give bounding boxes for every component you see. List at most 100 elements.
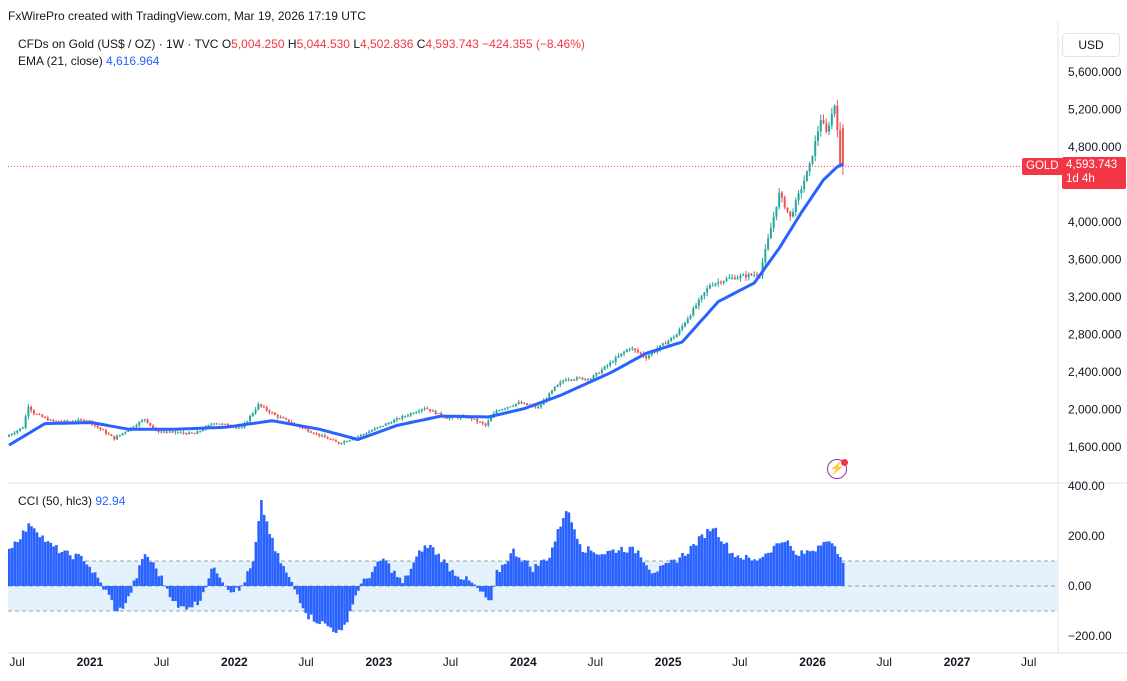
- cci-bar: [437, 553, 441, 586]
- cci-bar: [634, 553, 637, 586]
- candle-body: [805, 171, 808, 181]
- candle-body: [19, 428, 22, 431]
- cci-bar: [639, 557, 643, 586]
- candle-body: [373, 428, 376, 431]
- cci-bar: [551, 547, 554, 586]
- candle-body: [592, 375, 595, 379]
- cci-bar: [334, 586, 338, 633]
- lightning-bolt-icon[interactable]: ⚡: [827, 459, 847, 479]
- candle-body: [121, 433, 124, 435]
- cci-legend[interactable]: CCI (50, hlc3) 92.94: [18, 494, 125, 508]
- cci-bar: [672, 559, 676, 586]
- candle-body: [778, 192, 781, 208]
- cci-bar: [503, 564, 507, 586]
- candle-body: [409, 413, 412, 416]
- symbol-title[interactable]: CFDs on Gold (US$ / OZ) · 1W · TVC: [18, 37, 219, 51]
- cci-bar: [27, 523, 30, 586]
- cci-bar: [814, 551, 817, 586]
- candle-body: [343, 441, 346, 444]
- candle-body: [10, 434, 13, 436]
- cci-bar: [722, 543, 726, 586]
- candle-body: [116, 436, 119, 440]
- candle-body: [210, 424, 213, 426]
- ema-value: 4,616.964: [106, 54, 160, 68]
- cci-bar: [240, 585, 244, 586]
- cci-bar: [312, 586, 316, 622]
- time-tick-label: Jul: [298, 655, 313, 669]
- cci-bar: [675, 562, 679, 586]
- cci-bar: [481, 586, 485, 592]
- candle-body: [307, 429, 310, 432]
- cci-bar: [642, 562, 646, 586]
- candle-body: [395, 418, 398, 421]
- cci-bar: [373, 566, 377, 586]
- cci-bar: [520, 561, 524, 586]
- cci-bar: [418, 550, 421, 586]
- candle-body: [692, 308, 695, 316]
- low-label: L: [353, 37, 360, 51]
- cci-bar: [711, 528, 715, 586]
- cci-bar: [625, 552, 629, 586]
- candle-body: [711, 285, 714, 287]
- candle-body: [811, 156, 814, 164]
- cci-bar: [670, 559, 673, 586]
- cci-bar: [753, 559, 756, 586]
- candle-body: [747, 274, 750, 278]
- candle-body: [564, 379, 567, 381]
- cci-bar: [273, 551, 277, 586]
- time-tick-label: Jul: [9, 655, 24, 669]
- time-tick-label: 2026: [799, 655, 826, 669]
- cci-bar: [553, 541, 557, 586]
- cci-bar: [778, 543, 781, 586]
- candle-body: [672, 337, 675, 339]
- candle-body: [182, 432, 185, 434]
- currency-button[interactable]: USD: [1062, 33, 1120, 57]
- candle-body: [254, 409, 257, 414]
- cci-bar: [249, 568, 252, 586]
- cci-bar: [440, 562, 443, 586]
- cci-bar: [415, 556, 418, 586]
- cci-bar: [74, 553, 78, 586]
- cci-bar: [193, 586, 197, 602]
- cci-bar: [512, 548, 515, 586]
- candle-body: [368, 431, 371, 434]
- candle-body: [174, 431, 177, 433]
- candle-body: [80, 419, 83, 421]
- cci-bar: [401, 583, 405, 586]
- cci-bar: [645, 565, 648, 586]
- cci-bar: [185, 586, 188, 610]
- candle-body: [104, 430, 107, 434]
- cci-bar: [542, 559, 546, 586]
- price-tick-label: 5,600.000: [1068, 65, 1122, 79]
- candle-body: [506, 407, 509, 409]
- cci-bar: [257, 521, 260, 586]
- candle-body: [163, 431, 166, 433]
- candle-body: [221, 423, 224, 425]
- candle-body: [487, 421, 490, 426]
- ema-legend[interactable]: EMA (21, close) 4,616.964: [18, 54, 159, 68]
- cci-bar: [251, 561, 255, 586]
- cci-bar: [528, 566, 532, 586]
- candle-body: [412, 413, 415, 415]
- candle-body: [193, 433, 196, 435]
- candle-body: [240, 427, 243, 429]
- cci-bar: [215, 573, 219, 586]
- candle-body: [323, 435, 326, 438]
- candle-body: [420, 409, 423, 412]
- candle-body: [598, 372, 601, 374]
- candle-body: [160, 431, 163, 433]
- cci-bar: [501, 564, 504, 586]
- candle-body: [708, 285, 711, 289]
- cci-bar: [93, 572, 97, 586]
- cci-bar: [808, 551, 812, 586]
- candle-body: [772, 216, 775, 228]
- candle-body: [149, 422, 152, 426]
- cci-bar: [190, 586, 194, 608]
- candle-body: [140, 420, 143, 422]
- cci-bar: [617, 550, 621, 586]
- time-tick-label: Jul: [443, 655, 458, 669]
- candle-body: [503, 408, 506, 410]
- cci-bar: [210, 568, 213, 586]
- candle-body: [814, 140, 817, 157]
